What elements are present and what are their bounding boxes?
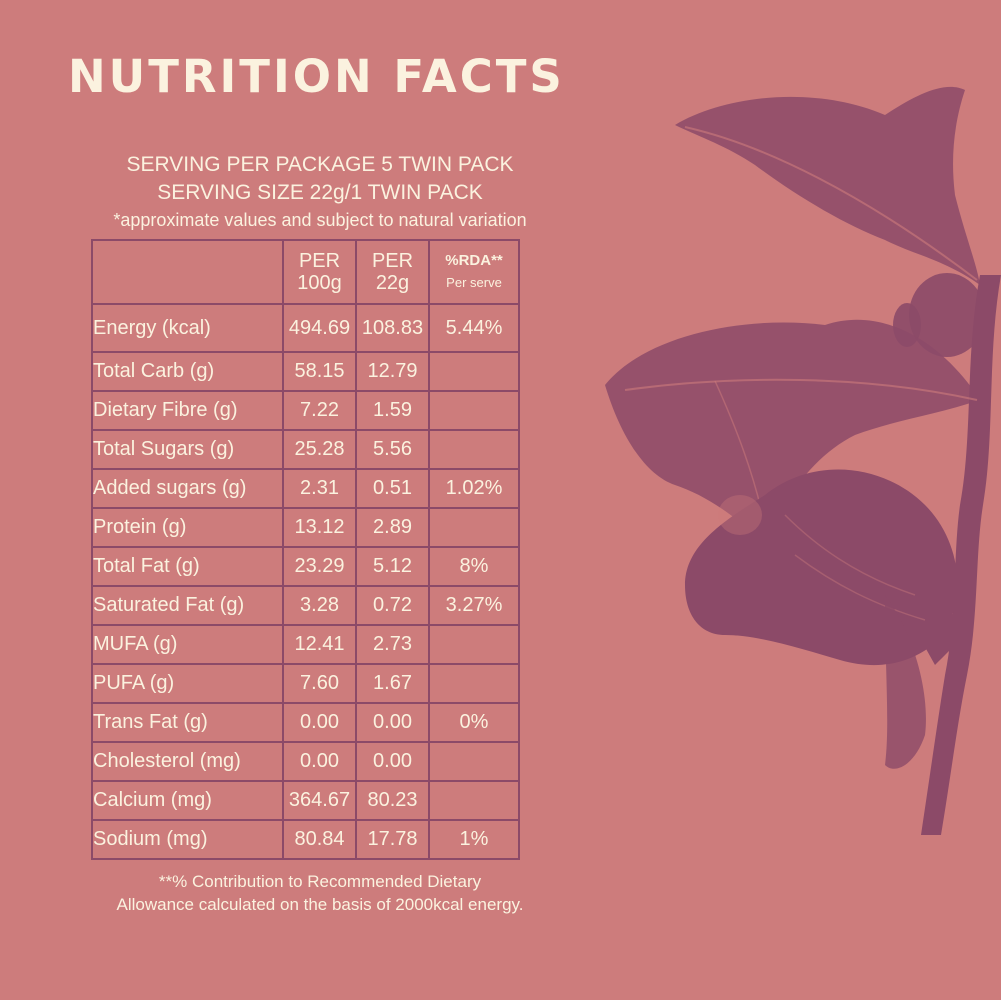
table-row: Energy (kcal) 494.69 108.83 5.44%: [93, 303, 518, 353]
nutrient-name: Total Carb (g): [93, 350, 284, 393]
fig-branch-illustration-icon: [605, 86, 1001, 835]
table-row: Cholesterol (mg) 0.00 0.00: [93, 741, 518, 783]
nutrient-name: Total Sugars (g): [93, 429, 284, 471]
nutrition-table: PER 100g PER 22g %RDA** Per serve Energy…: [93, 241, 518, 858]
approximate-values-note: *approximate values and subject to natur…: [113, 210, 527, 230]
header-per-100g-line2: 100g: [297, 272, 342, 294]
value-per-100g: 25.28: [282, 429, 357, 471]
value-rda: 8%: [428, 546, 518, 588]
nutrient-name: Dietary Fibre (g): [93, 390, 284, 432]
table-row: MUFA (g) 12.41 2.73: [93, 624, 518, 666]
table-row: PUFA (g) 7.60 1.67: [93, 663, 518, 705]
value-per-100g: 0.00: [282, 741, 357, 783]
value-rda: [428, 780, 518, 822]
table-row: Trans Fat (g) 0.00 0.00 0%: [93, 702, 518, 744]
value-per-100g: 7.60: [282, 663, 357, 705]
header-per-100g: PER 100g: [282, 241, 357, 305]
header-per-22g-line2: 22g: [375, 272, 410, 294]
value-rda: [428, 624, 518, 666]
value-per-22g: 5.12: [355, 546, 430, 588]
value-per-100g: 7.22: [282, 390, 357, 432]
value-per-22g: 17.78: [355, 819, 430, 858]
value-rda: [428, 350, 518, 393]
value-per-100g: 80.84: [282, 819, 357, 858]
value-rda: 3.27%: [428, 585, 518, 627]
header-per-100g-line1: PER: [298, 250, 341, 272]
nutrient-name: Trans Fat (g): [93, 702, 284, 744]
header-per-22g-line1: PER: [371, 250, 414, 272]
footer-note-line1: **% Contribution to Recommended Dietary: [158, 872, 482, 891]
table-row: Total Fat (g) 23.29 5.12 8%: [93, 546, 518, 588]
value-per-100g: 494.69: [282, 303, 357, 353]
value-per-22g: 5.56: [355, 429, 430, 471]
nutrient-name: PUFA (g): [93, 663, 284, 705]
table-row: Added sugars (g) 2.31 0.51 1.02%: [93, 468, 518, 510]
value-rda: 0%: [428, 702, 518, 744]
value-per-100g: 12.41: [282, 624, 357, 666]
value-per-100g: 3.28: [282, 585, 357, 627]
table-row: Total Sugars (g) 25.28 5.56: [93, 429, 518, 471]
table-row: Saturated Fat (g) 3.28 0.72 3.27%: [93, 585, 518, 627]
table-row: Calcium (mg) 364.67 80.23: [93, 780, 518, 822]
value-per-22g: 0.00: [355, 741, 430, 783]
nutrient-name: Sodium (mg): [93, 819, 284, 858]
nutrient-name: Protein (g): [93, 507, 284, 549]
value-per-22g: 1.59: [355, 390, 430, 432]
value-rda: [428, 429, 518, 471]
value-per-100g: 2.31: [282, 468, 357, 510]
nutrient-name: Energy (kcal): [93, 303, 284, 353]
header-rda-line1: %RDA**: [445, 252, 503, 269]
value-per-22g: 0.00: [355, 702, 430, 744]
nutrient-name: MUFA (g): [93, 624, 284, 666]
table-row: Total Carb (g) 58.15 12.79: [93, 350, 518, 393]
serving-per-package: SERVING PER PACKAGE 5 TWIN PACK: [126, 153, 514, 176]
value-per-100g: 58.15: [282, 350, 357, 393]
value-per-22g: 0.51: [355, 468, 430, 510]
value-rda: 5.44%: [428, 303, 518, 353]
nutrient-name: Added sugars (g): [93, 468, 284, 510]
value-per-100g: 364.67: [282, 780, 357, 822]
footer-note-line2: Allowance calculated on the basis of 200…: [116, 895, 524, 914]
header-rda: %RDA** Per serve: [428, 241, 518, 305]
value-rda: [428, 663, 518, 705]
nutrition-table-panel: PER 100g PER 22g %RDA** Per serve Energy…: [91, 239, 520, 860]
value-per-100g: 13.12: [282, 507, 357, 549]
nutrient-name: Total Fat (g): [93, 546, 284, 588]
value-rda: [428, 741, 518, 783]
table-row: Dietary Fibre (g) 7.22 1.59: [93, 390, 518, 432]
value-rda: [428, 507, 518, 549]
header-nutrient: [93, 241, 284, 305]
nutrient-name: Calcium (mg): [93, 780, 284, 822]
value-per-22g: 0.72: [355, 585, 430, 627]
value-per-22g: 2.73: [355, 624, 430, 666]
value-rda: [428, 390, 518, 432]
serving-size: SERVING SIZE 22g/1 TWIN PACK: [157, 181, 483, 204]
value-per-22g: 108.83: [355, 303, 430, 353]
table-row: Sodium (mg) 80.84 17.78 1%: [93, 819, 518, 858]
page-title: NUTRITION FACTS: [68, 50, 565, 103]
value-rda: 1.02%: [428, 468, 518, 510]
table-row: Protein (g) 13.12 2.89: [93, 507, 518, 549]
nutrient-name: Cholesterol (mg): [93, 741, 284, 783]
table-header-row: PER 100g PER 22g %RDA** Per serve: [93, 241, 518, 305]
value-per-22g: 80.23: [355, 780, 430, 822]
value-per-22g: 1.67: [355, 663, 430, 705]
nutrient-name: Saturated Fat (g): [93, 585, 284, 627]
value-rda: 1%: [428, 819, 518, 858]
value-per-22g: 12.79: [355, 350, 430, 393]
value-per-100g: 23.29: [282, 546, 357, 588]
value-per-22g: 2.89: [355, 507, 430, 549]
header-rda-line2: Per serve: [446, 275, 502, 290]
value-per-100g: 0.00: [282, 702, 357, 744]
header-per-22g: PER 22g: [355, 241, 430, 305]
